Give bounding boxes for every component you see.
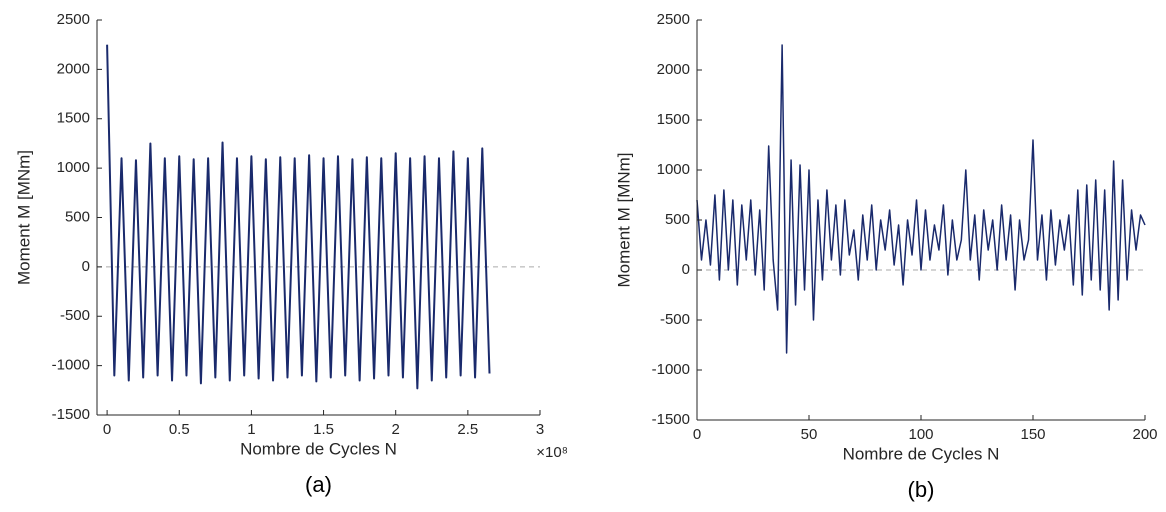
x-tick-label: 0 bbox=[693, 426, 701, 443]
y-tick-label: 2000 bbox=[57, 60, 90, 77]
x-tick-label: 100 bbox=[908, 426, 933, 443]
y-tick-label: 500 bbox=[65, 208, 90, 225]
y-tick-label: -1000 bbox=[52, 357, 90, 374]
y-tick-label: 500 bbox=[665, 211, 690, 228]
x-tick-label: 2 bbox=[392, 421, 400, 438]
y-tick-label: 1500 bbox=[657, 111, 690, 128]
y-tick-label: -500 bbox=[60, 307, 90, 324]
x-axis-label: Nombre de Cycles N bbox=[240, 439, 397, 458]
x-tick-label: 0 bbox=[103, 421, 111, 438]
y-tick-label: -1500 bbox=[652, 411, 690, 428]
y-tick-label: 1000 bbox=[657, 161, 690, 178]
x-tick-label: 1.5 bbox=[313, 421, 334, 438]
data-line bbox=[696, 44, 1146, 354]
x-tick-label: 3 bbox=[536, 421, 544, 438]
x-tick-label: 150 bbox=[1020, 426, 1045, 443]
x-axis-label: Nombre de Cycles N bbox=[843, 444, 1000, 463]
y-tick-label: -500 bbox=[660, 311, 690, 328]
x-tick-label: 200 bbox=[1132, 426, 1157, 443]
x-tick-label: 0.5 bbox=[169, 421, 190, 438]
data-line bbox=[106, 44, 491, 390]
y-tick-label: 2500 bbox=[57, 11, 90, 28]
y-tick-label: 1000 bbox=[57, 159, 90, 176]
y-tick-label: 2000 bbox=[657, 61, 690, 78]
x-multiplier: ×10⁸ bbox=[536, 444, 568, 461]
caption: (a) bbox=[305, 472, 332, 497]
y-tick-label: 2500 bbox=[657, 11, 690, 28]
y-tick-label: -1500 bbox=[52, 406, 90, 423]
x-tick-label: 50 bbox=[801, 426, 818, 443]
x-tick-label: 1 bbox=[247, 421, 255, 438]
y-axis-label: Moment M [MNm] bbox=[614, 152, 633, 287]
y-tick-label: 0 bbox=[82, 258, 90, 275]
caption: (b) bbox=[908, 477, 935, 502]
y-tick-label: -1000 bbox=[652, 361, 690, 378]
y-tick-label: 1500 bbox=[57, 110, 90, 127]
x-tick-label: 2.5 bbox=[457, 421, 478, 438]
y-tick-label: 0 bbox=[682, 261, 690, 278]
y-axis-label: Moment M [MNm] bbox=[14, 150, 33, 285]
